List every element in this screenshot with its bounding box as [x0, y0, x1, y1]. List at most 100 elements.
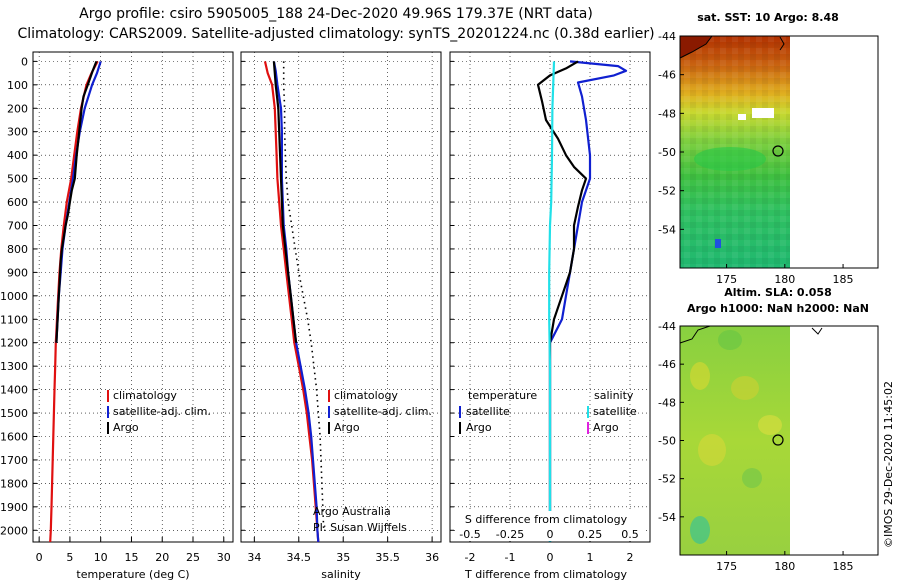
xtick-label: 35 — [336, 551, 350, 564]
map-ytick-label: -48 — [658, 107, 676, 120]
legend-temp-argo: Argo — [466, 421, 492, 434]
plot-series — [49, 60, 628, 543]
depth-tick-label: 100 — [7, 79, 28, 92]
map-xtick-label: 185 — [833, 273, 854, 286]
xtick-label: 34.5 — [287, 551, 312, 564]
depth-tick-label: 0 — [21, 55, 28, 68]
depth-tick-label: 1500 — [0, 407, 28, 420]
map-xtick-label: 175 — [716, 273, 737, 286]
salinity-satellite-series — [548, 61, 556, 542]
salinity-legend: climatology satellite-adj. clim. Argo Ar… — [313, 389, 432, 534]
sla-coastline — [679, 325, 711, 344]
map-ytick-label: -48 — [658, 396, 676, 409]
map-ytick-label: -44 — [658, 320, 676, 333]
x2-tick-label: 0 — [547, 528, 554, 541]
depth-tick-label: 2000 — [0, 524, 28, 537]
legend-header-temperature: temperature — [468, 389, 537, 402]
sla-map-title1: Altim. SLA: 0.058 — [724, 286, 831, 299]
figure-title-line1: Argo profile: csiro 5905005_188 24-Dec-2… — [79, 6, 593, 22]
x2-axis-title: S difference from climatology — [465, 513, 628, 526]
argo-series — [55, 60, 98, 343]
depth-axis-labels: 0 100 200 300 400 500 600 700 800 900 1000 1100 1200… — [0, 55, 28, 537]
x2-tick-label: 0.25 — [578, 528, 603, 541]
map-ytick-label: -52 — [658, 185, 676, 198]
legend-sal-argo: Argo — [593, 421, 619, 434]
xtick-label: 15 — [124, 551, 138, 564]
map-ytick-label: -52 — [658, 473, 676, 486]
legend-temp-satellite: satellite — [466, 405, 510, 418]
depth-tick-label: 1800 — [0, 477, 28, 490]
depth-tick-label: 200 — [7, 102, 28, 115]
sst-green-patch — [694, 147, 766, 171]
depth-tick-label: 300 — [7, 126, 28, 139]
map-ytick-label: -50 — [658, 146, 676, 159]
map-ytick-label: -44 — [658, 30, 676, 43]
sst-map-ticks: 175 180 185 -44 -46 -48 -50 -52 -54 — [658, 30, 854, 286]
difference-xlabel: T difference from climatology — [464, 568, 627, 580]
sla-map-ticks: 175 180 185 -44 -46 -48 -50 -52 -54 — [658, 320, 854, 573]
annotation-argo-australia: Argo Australia — [313, 505, 391, 518]
argo-series — [272, 61, 298, 343]
legend-climatology: climatology — [334, 389, 398, 402]
salinity-xlabel: salinity — [321, 568, 361, 580]
xtick-label: 36 — [425, 551, 439, 564]
temperature-legend: climatology satellite-adj. clim. Argo — [107, 389, 211, 434]
map-xtick-label: 185 — [833, 560, 854, 573]
depth-tick-label: 1300 — [0, 360, 28, 373]
x2-tick-label: -0.5 — [459, 528, 480, 541]
depth-tick-label: 1400 — [0, 384, 28, 397]
climatology-series — [49, 60, 99, 543]
temperature-argo-series — [536, 60, 588, 542]
difference-legend: temperature salinity satellite Argo sate… — [455, 389, 645, 541]
depth-tick-label: 1000 — [0, 290, 28, 303]
depth-tick-label: 500 — [7, 173, 28, 186]
legend-argo: Argo — [113, 421, 139, 434]
x2-tick-label: -0.25 — [496, 528, 524, 541]
map-ytick-label: -46 — [658, 69, 676, 82]
xtick-label: -2 — [465, 551, 476, 564]
xtick-label: 2 — [627, 551, 634, 564]
map-xtick-label: 180 — [774, 560, 795, 573]
legend-satellite-adj: satellite-adj. clim. — [113, 405, 211, 418]
temperature-plot-frame — [32, 51, 234, 543]
depth-tick-label: 1200 — [0, 337, 28, 350]
sst-missing-data-1 — [752, 108, 774, 118]
map-ytick-label: -46 — [658, 358, 676, 371]
depth-tick-label: 700 — [7, 219, 28, 232]
depth-tick-label: 1700 — [0, 454, 28, 467]
xtick-label: 5 — [66, 551, 73, 564]
xtick-label: 20 — [155, 551, 169, 564]
plot-ticks: 0 5 10 15 20 25 30 34 34.5 35 35.5 36 -2 -1 0 1 2 — [33, 60, 634, 564]
sla-map-title2: Argo h1000: NaN h2000: NaN — [687, 302, 869, 315]
sst-missing-data-2 — [738, 114, 746, 120]
xtick-label: 0 — [547, 551, 554, 564]
xtick-label: -1 — [505, 551, 516, 564]
sst-map: sat. SST: 10 Argo: 8.48 175 180 185 -44 -46 -… — [658, 11, 879, 286]
x2-tick-label: 0.5 — [621, 528, 639, 541]
xtick-label: 25 — [186, 551, 200, 564]
sst-argo-location-marker — [772, 145, 784, 157]
depth-tick-label: 900 — [7, 266, 28, 279]
map-ytick-label: -50 — [658, 435, 676, 448]
map-ytick-label: -54 — [658, 223, 676, 236]
sst-map-title: sat. SST: 10 Argo: 8.48 — [697, 11, 839, 24]
map-ytick-label: -54 — [658, 511, 676, 524]
depth-tick-label: 400 — [7, 149, 28, 162]
legend-argo: Argo — [334, 421, 360, 434]
sla-coastline-east — [811, 327, 823, 335]
depth-tick-label: 1900 — [0, 501, 28, 514]
temperature-xlabel: temperature (deg C) — [76, 568, 189, 580]
depth-tick-label: 1600 — [0, 430, 28, 443]
xtick-label: 34 — [247, 551, 261, 564]
xtick-label: 35.5 — [375, 551, 400, 564]
sst-coastline-east — [779, 36, 785, 51]
map-xtick-label: 175 — [716, 560, 737, 573]
xtick-label: 1 — [587, 551, 594, 564]
xtick-label: 30 — [217, 551, 231, 564]
xtick-label: 10 — [94, 551, 108, 564]
plot-grids — [33, 52, 650, 542]
satellite-adj-clim--series — [55, 61, 102, 343]
legend-satellite-adj: satellite-adj. clim. — [334, 405, 432, 418]
annotation-pi: PI: Susan Wijffels — [313, 521, 407, 534]
